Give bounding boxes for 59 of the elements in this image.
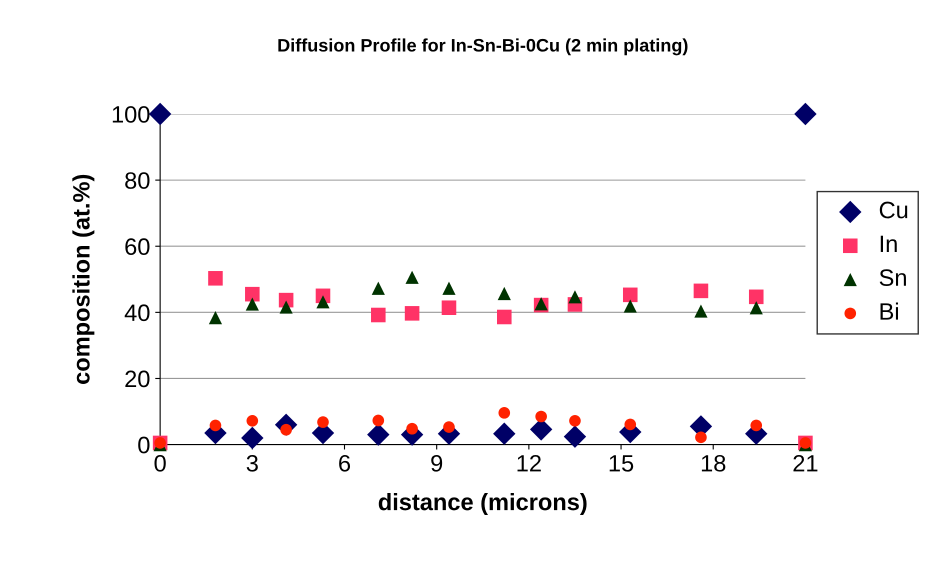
point	[372, 414, 384, 426]
legend-label: In	[880, 236, 897, 252]
point	[316, 295, 330, 308]
point	[404, 306, 420, 321]
point	[246, 414, 258, 427]
x-tick-label: 15	[610, 455, 634, 472]
x-tick-label: 18	[702, 454, 726, 472]
legend-label: Cu	[880, 202, 908, 218]
y-tick-label: 0	[138, 436, 150, 454]
chart-title: Diffusion Profile for In-Sn-Bi-0Cu (2 min plating)	[278, 38, 688, 56]
x-tick-label: 12	[518, 454, 541, 472]
x-axis-title: distance (microns)	[378, 493, 587, 516]
y-tick-label: 80	[125, 172, 150, 189]
point	[241, 426, 264, 450]
point	[208, 311, 222, 324]
point	[694, 304, 708, 318]
point	[280, 300, 293, 314]
x-tick-label: 6	[339, 454, 350, 472]
point	[498, 407, 510, 419]
point	[794, 102, 817, 126]
point	[498, 286, 511, 300]
point	[245, 286, 260, 302]
point	[694, 284, 708, 298]
point	[371, 308, 386, 322]
point	[210, 420, 222, 432]
point	[246, 298, 259, 311]
x-tick-label: 0	[154, 454, 166, 472]
y-axis-title: composition (at.%)	[72, 174, 94, 384]
point	[750, 420, 762, 432]
y-tick-label: 100	[112, 106, 150, 123]
point	[148, 102, 172, 126]
point	[372, 282, 385, 295]
point	[568, 290, 582, 304]
legend-label: Sn	[880, 269, 906, 286]
y-tick-label: 40	[124, 304, 150, 322]
x-tick-label: 3	[246, 454, 258, 472]
point	[564, 425, 586, 448]
y-tick-label: 20	[125, 370, 150, 388]
point	[443, 421, 455, 433]
point	[622, 288, 638, 302]
point	[750, 301, 763, 314]
point	[208, 271, 223, 286]
point	[748, 290, 764, 304]
point	[624, 418, 636, 430]
point	[317, 416, 329, 428]
point	[406, 270, 419, 284]
point	[695, 432, 707, 444]
point	[442, 282, 456, 295]
point	[497, 310, 512, 324]
legend-label: Bi	[880, 302, 898, 320]
point	[569, 414, 581, 427]
x-tick-label: 9	[431, 454, 442, 472]
point	[624, 299, 637, 313]
y-tick-label: 60	[125, 238, 150, 256]
point	[406, 422, 418, 435]
x-tick-label: 21	[793, 454, 818, 472]
point	[442, 300, 456, 316]
point	[493, 422, 516, 445]
point	[535, 410, 547, 422]
